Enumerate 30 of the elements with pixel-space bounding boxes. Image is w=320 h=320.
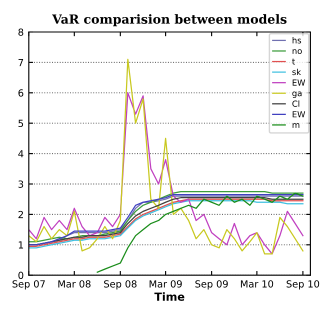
legend-label: sk — [292, 68, 302, 76]
legend-label: Cl — [292, 100, 300, 107]
y-tick-label: 3 — [18, 180, 24, 188]
line-series — [28, 58, 304, 255]
y-tick-label: 8 — [18, 28, 24, 36]
x-tick-label: Sep 10 — [286, 280, 320, 290]
legend-label: ga — [292, 91, 302, 98]
x-tick-label: Sep 09 — [195, 280, 228, 290]
y-tick-label: 5 — [18, 120, 24, 128]
chart-title: VaR comparision between models — [52, 14, 287, 26]
y-tick-label: 1 — [18, 241, 24, 248]
y-tick-label: 6 — [18, 89, 24, 97]
x-tick-label: Mar 10 — [240, 280, 274, 288]
legend-label: EW — [292, 111, 306, 118]
y-tick-label: 0 — [18, 272, 24, 280]
x-tick-label: Mar 09 — [150, 280, 182, 288]
legend-label: EW — [292, 80, 306, 86]
legend-label: no — [292, 49, 302, 54]
y-tick-label: 2 — [18, 210, 23, 218]
line-series — [28, 92, 304, 255]
y-tick-label: 4 — [18, 150, 24, 158]
line-series — [96, 192, 304, 273]
legend-label: m — [292, 123, 300, 128]
x-axis-title: Time — [154, 292, 184, 301]
legend-label: t — [292, 58, 295, 64]
legend-label: hs — [292, 37, 302, 44]
x-tick-label: Sep 07 — [12, 280, 45, 290]
x-tick-label: Mar 08 — [58, 280, 91, 288]
x-tick-label: Sep 08 — [104, 280, 137, 290]
y-tick-label: 7 — [18, 59, 24, 66]
